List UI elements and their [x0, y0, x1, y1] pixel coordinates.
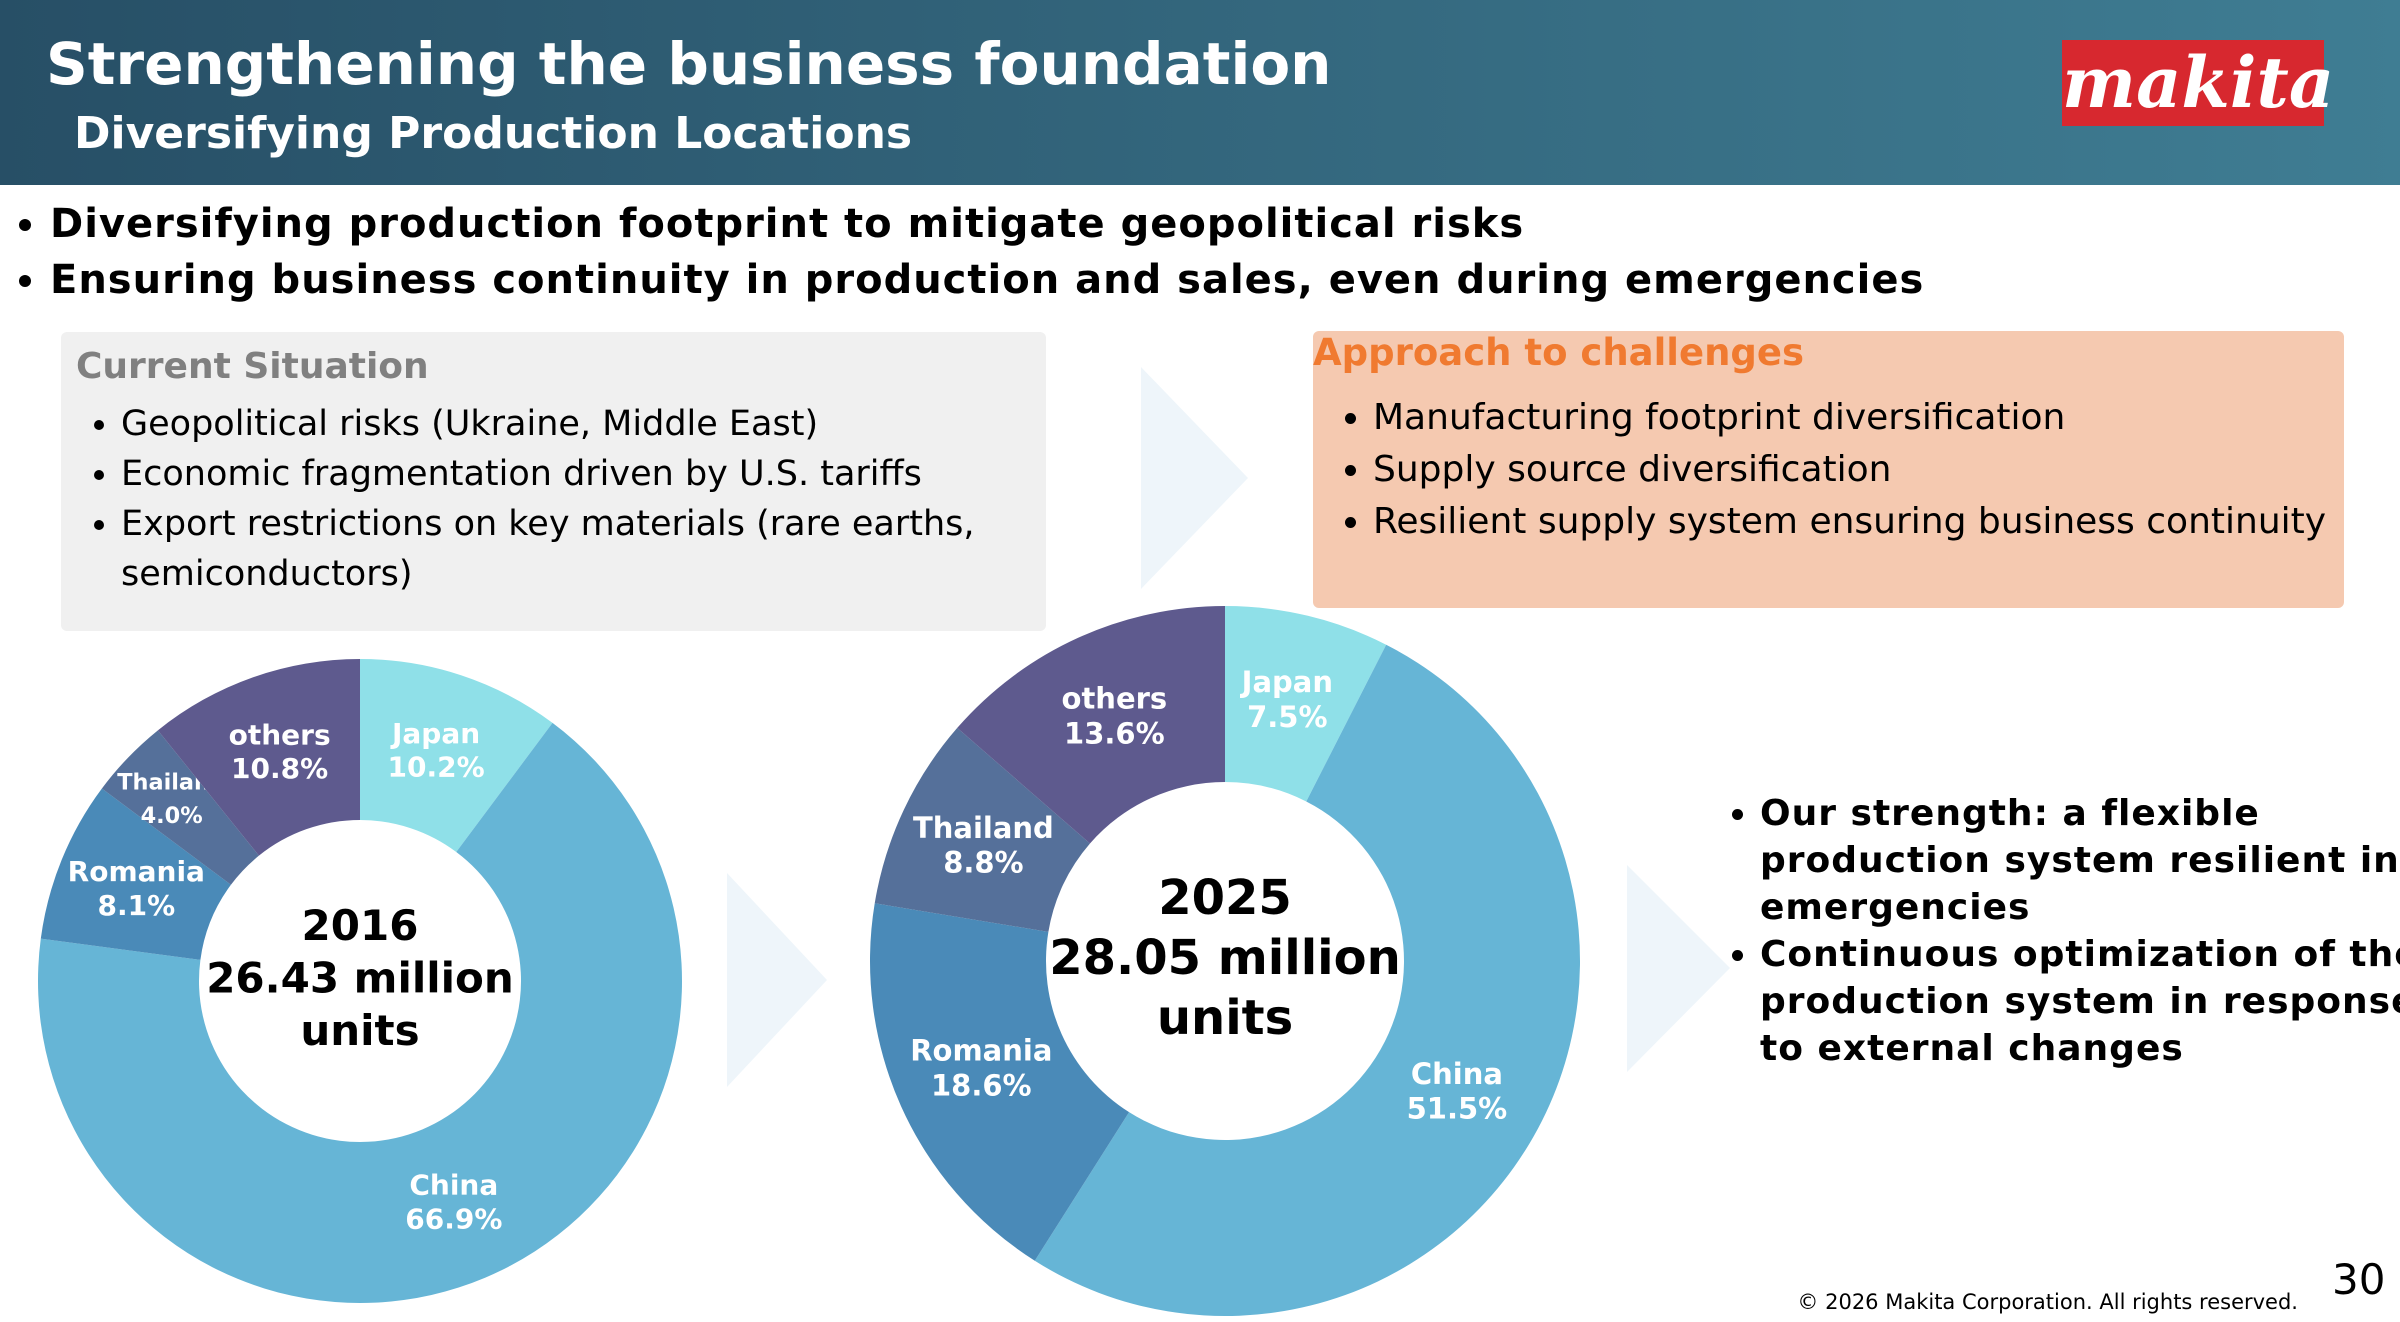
slice-value: 10.8% [231, 752, 328, 785]
approach-box: Approach to challenges Manufacturing foo… [1313, 331, 2344, 608]
copyright: © 2026 Makita Corporation. All rights re… [1797, 1290, 2298, 1314]
slice-value: 10.2% [387, 751, 484, 784]
slice-label: others [1062, 682, 1168, 716]
slice-label: China [1411, 1057, 1503, 1091]
center-label: 28.05 million [1049, 930, 1401, 986]
slice [360, 659, 553, 852]
approach-heading: Approach to challenges [1313, 331, 1805, 374]
slice-value: 18.6% [931, 1069, 1032, 1103]
header-band [0, 0, 2400, 185]
slice-label: Japan [1240, 665, 1333, 699]
slice [870, 903, 1130, 1261]
current-item: Geopolitical risks (Ukraine, Middle East… [121, 399, 1001, 449]
slice-label: Romania [68, 855, 205, 888]
key-point: Diversifying production footprint to mit… [50, 196, 1924, 252]
slice [37, 722, 683, 1304]
current-item: Economic fragmentation driven by U.S. ta… [121, 449, 1001, 499]
approach-item: Manufacturing footprint diversification [1373, 392, 2344, 444]
slice-value: 66.9% [405, 1202, 502, 1235]
title: Strengthening the business foundation [46, 30, 1332, 98]
slice-label: others [229, 718, 331, 751]
center-label: 2025 [1158, 870, 1292, 926]
slice-value: 8.1% [97, 889, 175, 922]
current-box: Current Situation Geopolitical risks (Uk… [61, 332, 1046, 631]
slice [157, 659, 360, 856]
slice-label: China [409, 1169, 498, 1202]
current-item: Export restrictions on key materials (ra… [121, 499, 1001, 599]
approach-list: Manufacturing footprint diversification … [1313, 392, 2344, 548]
subtitle: Diversifying Production Locations [74, 108, 913, 159]
key-point: Ensuring business continuity in producti… [50, 252, 1924, 308]
slice [957, 606, 1225, 844]
current-heading: Current Situation [76, 346, 429, 387]
current-list: Geopolitical risks (Ukraine, Middle East… [61, 399, 1001, 599]
slice-value: 7.5% [1247, 700, 1327, 734]
arrow [727, 873, 827, 1087]
slice [40, 788, 231, 960]
slice-value: 51.5% [1407, 1092, 1508, 1126]
key-points: Diversifying production footprint to mit… [10, 196, 1924, 308]
approach-item: Resilient supply system ensuring busines… [1373, 496, 2344, 548]
center-label: 26.43 million [206, 954, 514, 1003]
strength: Continuous optimization of the productio… [1760, 931, 2400, 1072]
slice [101, 730, 259, 885]
center-label: 2016 [302, 901, 419, 950]
slice [874, 727, 1090, 932]
strengths: Our strength: a flexible production syst… [1720, 790, 2400, 1072]
page-number: 30 [2332, 1255, 2386, 1304]
slice [1034, 644, 1580, 1316]
slice-label: Romania [910, 1034, 1052, 1068]
arrow [1141, 367, 1248, 589]
arrow [1627, 865, 1730, 1072]
slice-value: 4.0% [141, 803, 203, 829]
slice-label: Thailand [913, 811, 1054, 845]
slice-label: Japan [390, 717, 480, 750]
center-label: units [300, 1006, 419, 1055]
approach-item: Supply source diversification [1373, 444, 2344, 496]
logo: makita [2062, 40, 2335, 126]
slice-value: 8.8% [943, 846, 1023, 880]
center-label: units [1157, 990, 1293, 1046]
strength: Our strength: a flexible production syst… [1760, 790, 2400, 931]
slice-value: 13.6% [1064, 716, 1165, 750]
slice [1225, 606, 1387, 802]
